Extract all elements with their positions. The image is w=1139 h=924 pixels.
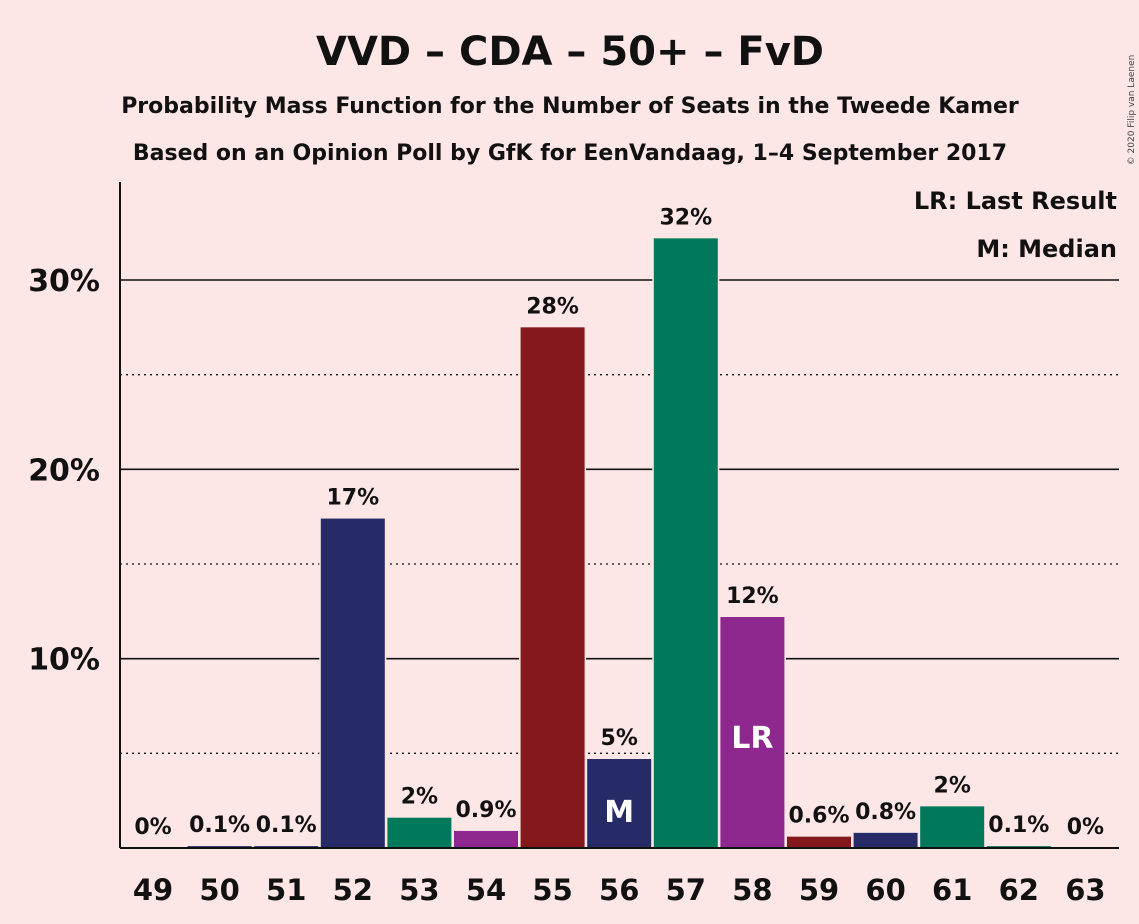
marker-lr: LR: [731, 721, 773, 756]
value-label-51: 0.1%: [256, 813, 317, 838]
copyright-text: © 2020 Filip van Laenen: [1127, 55, 1137, 166]
x-tick-label-52: 52: [333, 873, 373, 907]
bar-57: [653, 238, 718, 848]
value-label-61: 2%: [934, 773, 971, 798]
axes: 10% 20% 30% 49 50 51 52 53 54 55 56 57 58 59 60 61 62 63: [28, 182, 1119, 907]
value-label-60: 0.8%: [855, 800, 916, 825]
chart-subtitle: Probability Mass Function for the Number…: [121, 94, 1019, 119]
x-tick-label-58: 58: [732, 873, 772, 907]
bar-55: [520, 327, 585, 848]
value-label-53: 2%: [401, 785, 438, 810]
chart-title: VVD – CDA – 50+ – FvD: [316, 29, 824, 75]
chart-subtitle-2: Based on an Opinion Poll by GfK for EenV…: [133, 141, 1007, 166]
bar-61: [920, 806, 985, 848]
grid: [120, 279, 1119, 754]
x-tick-label-54: 54: [466, 873, 506, 907]
value-label-54: 0.9%: [455, 798, 516, 823]
x-tick-label-55: 55: [532, 873, 572, 907]
value-label-55: 28%: [526, 294, 579, 319]
x-tick-label-62: 62: [999, 873, 1039, 907]
value-label-50: 0.1%: [189, 813, 250, 838]
x-tick-label-63: 63: [1065, 873, 1105, 907]
x-tick-label-56: 56: [599, 873, 639, 907]
x-tick-label-61: 61: [932, 873, 972, 907]
bar-58: [720, 617, 785, 848]
marker-m: M: [604, 795, 634, 830]
y-tick-label-1: 20%: [28, 453, 100, 488]
x-tick-label-49: 49: [133, 873, 173, 907]
x-tick-label-50: 50: [199, 873, 239, 907]
x-tick-label-57: 57: [666, 873, 706, 907]
value-label-62: 0.1%: [988, 813, 1049, 838]
bar-53: [387, 817, 452, 848]
value-label-56: 5%: [601, 726, 638, 751]
legend-last-result: LR: Last Result: [914, 187, 1117, 215]
value-label-49: 0%: [134, 815, 171, 840]
y-tick-label-2: 30%: [28, 264, 100, 299]
bar-60: [853, 832, 918, 848]
bars: 0% 0.1% 0.1%17%2%0.9%28%5%M32%12%LR0.6% 0.8…: [119, 205, 1119, 848]
legend-median: M: Median: [976, 235, 1117, 263]
value-label-63: 0%: [1067, 815, 1104, 840]
x-tick-label-59: 59: [799, 873, 839, 907]
x-tick-label-60: 60: [865, 873, 905, 907]
bar-52: [320, 518, 385, 848]
value-label-58: 12%: [726, 584, 779, 609]
value-label-52: 17%: [326, 486, 379, 511]
bar-56: [587, 759, 652, 848]
x-tick-label-53: 53: [399, 873, 439, 907]
y-tick-label-0: 10%: [28, 643, 100, 678]
value-label-59: 0.6%: [788, 804, 849, 829]
value-label-57: 32%: [659, 205, 712, 230]
bar-54: [454, 830, 518, 848]
x-tick-label-51: 51: [266, 873, 306, 907]
bar-59: [787, 836, 851, 848]
